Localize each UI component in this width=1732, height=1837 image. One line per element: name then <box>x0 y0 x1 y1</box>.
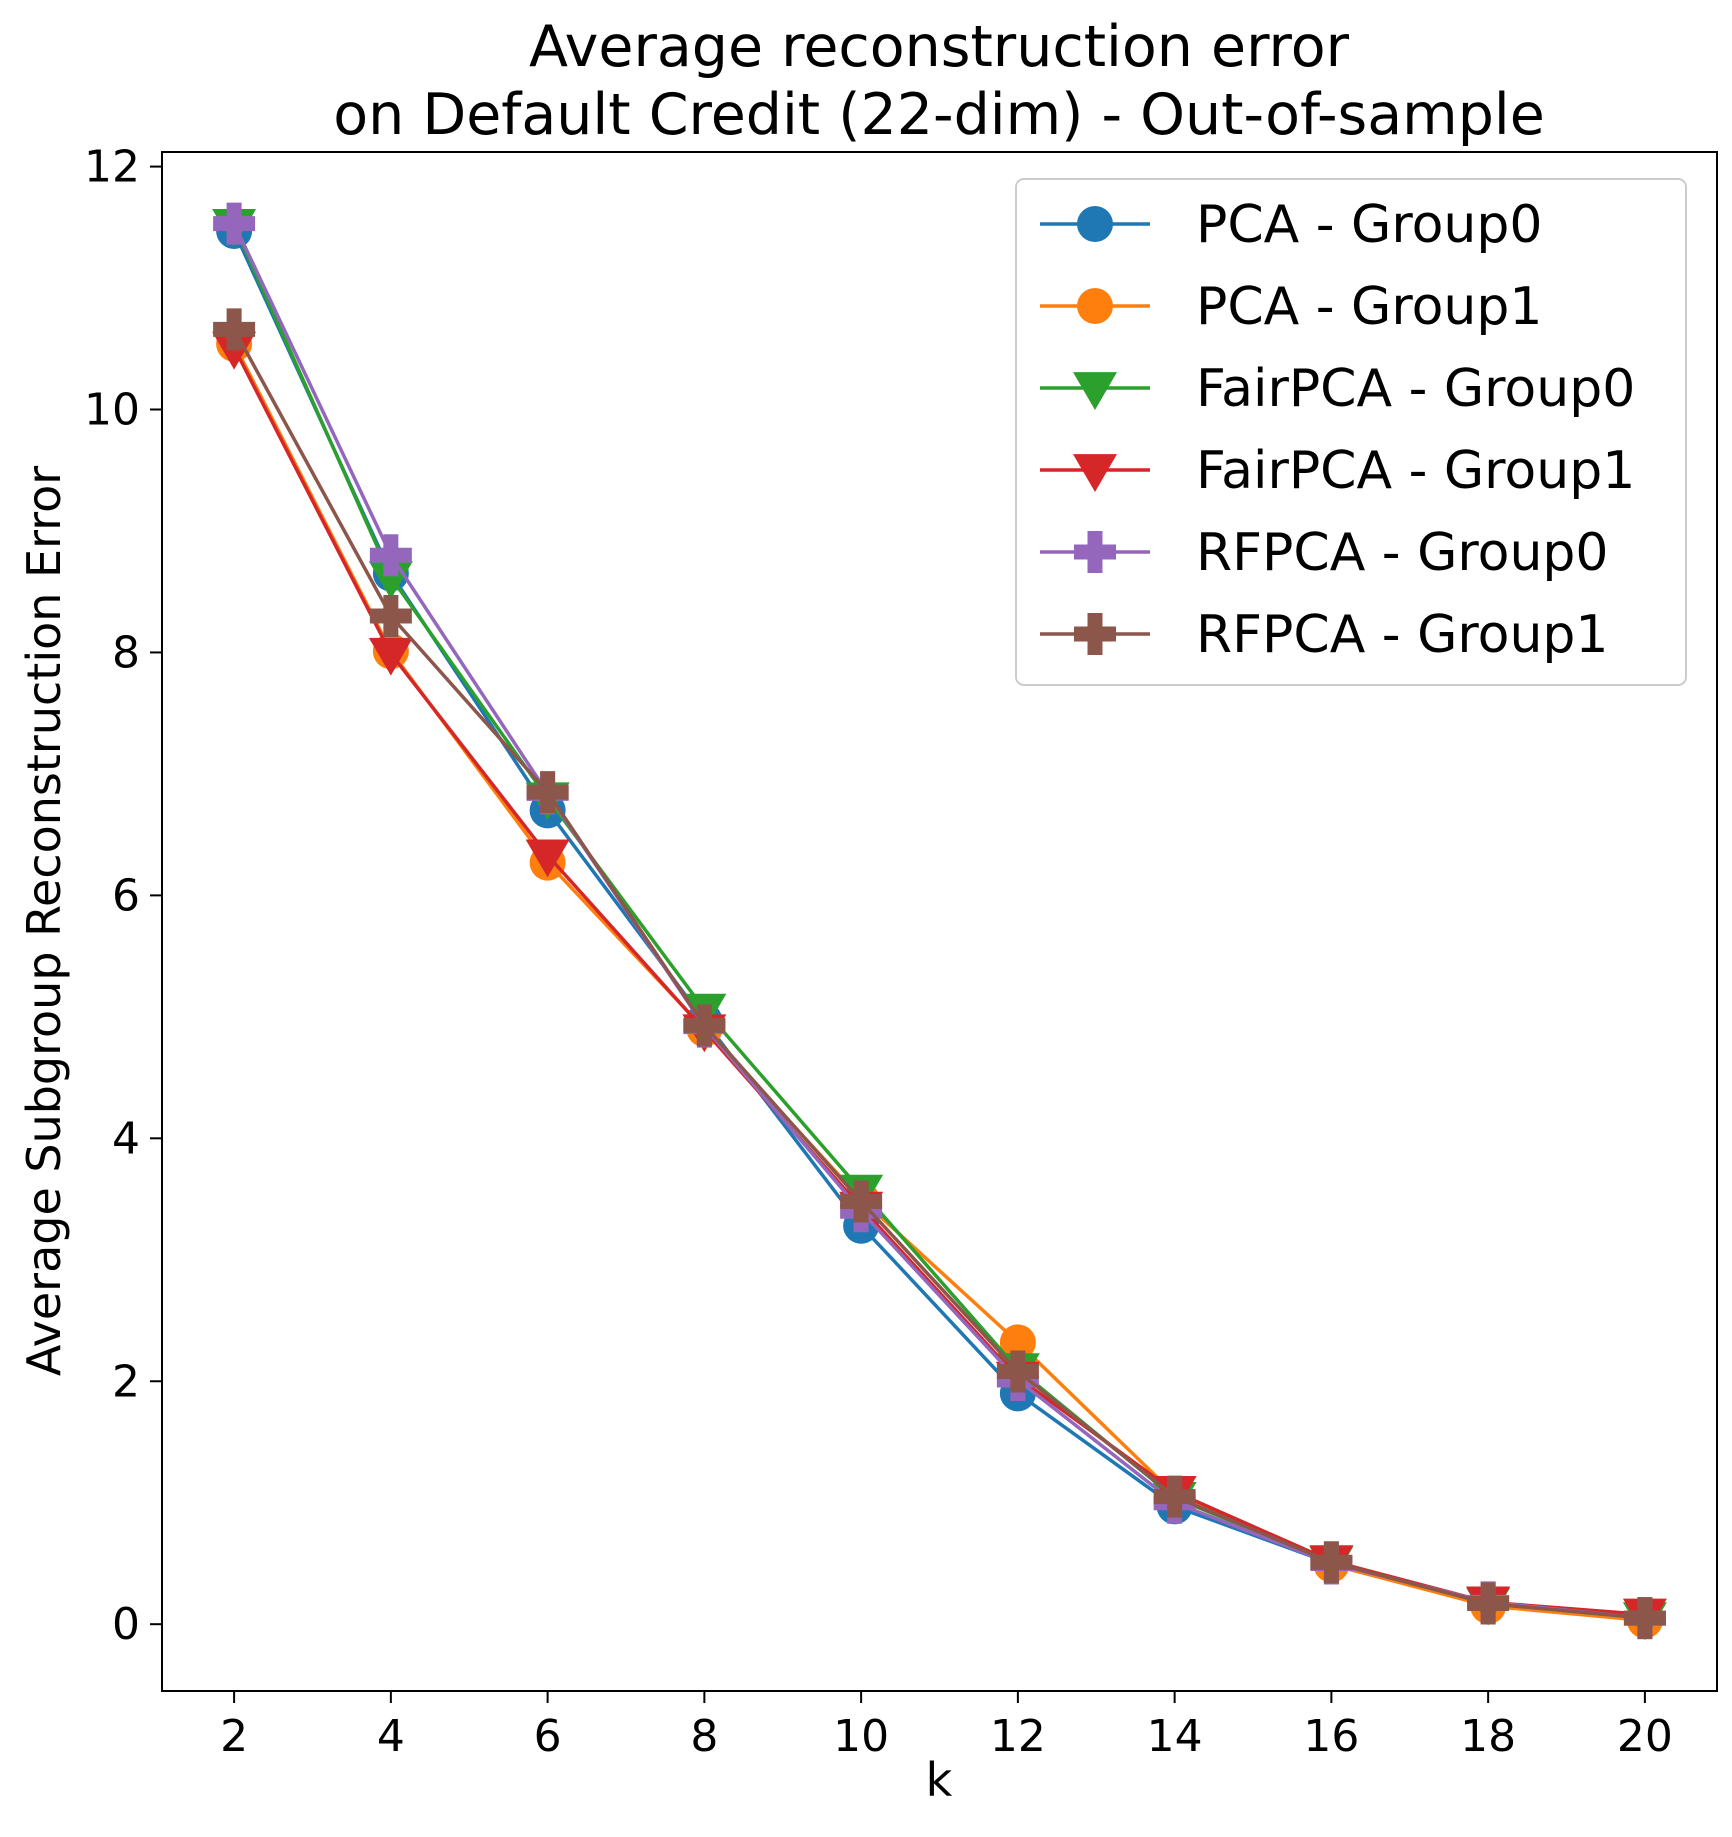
legend-marker <box>1074 531 1116 573</box>
legend-label: RFPCA - Group1 <box>1196 605 1609 665</box>
data-point-marker <box>525 839 570 878</box>
data-point-marker <box>1467 1582 1510 1625</box>
data-point-marker <box>369 595 412 638</box>
series-rfpca-group1 <box>213 308 1666 1640</box>
data-point-marker <box>1623 1597 1666 1640</box>
x-tick-label: 18 <box>1460 1711 1516 1762</box>
y-tick-label: 0 <box>112 1599 140 1650</box>
data-point-marker <box>368 637 413 676</box>
legend-marker <box>1077 288 1113 324</box>
y-axis: 0 2 4 6 8 10 12 <box>84 142 162 1650</box>
legend-entry: FairPCA - Group0 <box>1040 359 1635 419</box>
y-tick-label: 4 <box>112 1113 140 1164</box>
data-point-marker <box>213 308 256 351</box>
y-tick-label: 12 <box>84 142 140 193</box>
legend-entry: PCA - Group0 <box>1040 195 1542 255</box>
plot-area <box>161 151 1718 1692</box>
x-tick-label: 20 <box>1617 1711 1673 1762</box>
data-point-marker <box>996 1350 1039 1393</box>
data-point-marker <box>1153 1475 1196 1518</box>
y-axis-label: Average Subgroup Reconstruction Error <box>17 466 71 1376</box>
y-tick-label: 6 <box>112 870 140 921</box>
x-tick-label: 8 <box>690 1711 718 1762</box>
legend-label: FairPCA - Group1 <box>1196 441 1635 501</box>
legend-label: PCA - Group1 <box>1196 277 1542 337</box>
series-layer <box>212 202 1667 1641</box>
legend-entry: PCA - Group1 <box>1040 277 1542 337</box>
x-tick-label: 6 <box>534 1711 562 1762</box>
data-point-marker <box>369 534 412 577</box>
legend-label: PCA - Group0 <box>1196 195 1542 255</box>
y-tick-label: 2 <box>112 1356 140 1407</box>
y-tick-label: 10 <box>84 385 140 436</box>
data-point-marker <box>683 1004 726 1047</box>
legend-marker <box>1074 613 1116 655</box>
x-axis-label: k <box>926 1753 953 1807</box>
data-point-marker <box>999 1324 1036 1361</box>
chart-title-line-1: Average reconstruction error <box>529 14 1350 80</box>
data-point-marker <box>213 202 256 245</box>
x-tick-label: 10 <box>833 1711 889 1762</box>
legend-marker <box>1073 454 1117 492</box>
legend-label: FairPCA - Group0 <box>1196 359 1635 419</box>
legend-label: RFPCA - Group0 <box>1196 523 1609 583</box>
legend: PCA - Group0 PCA - Group1 FairPCA - Group0… <box>1015 178 1687 686</box>
legend-marker <box>1077 206 1113 242</box>
chart-title-line-2: on Default Credit (22-dim) - Out-of-samp… <box>333 82 1545 148</box>
data-point-marker <box>1310 1541 1353 1584</box>
x-tick-label: 4 <box>377 1711 405 1762</box>
x-tick-label: 12 <box>990 1711 1046 1762</box>
legend-entry: FairPCA - Group1 <box>1040 441 1635 501</box>
x-tick-label: 2 <box>220 1711 248 1762</box>
series-line <box>232 328 1646 1620</box>
legend-marker <box>1073 372 1117 410</box>
data-point-marker <box>526 771 569 814</box>
data-point-marker <box>212 331 257 370</box>
y-tick-label: 8 <box>112 627 140 678</box>
x-tick-label: 16 <box>1303 1711 1359 1762</box>
legend-entry: RFPCA - Group1 <box>1040 605 1609 665</box>
x-tick-label: 14 <box>1147 1711 1203 1762</box>
legend-box <box>1015 178 1687 686</box>
x-axis: 2 4 6 8 10 12 14 16 18 20 <box>220 1691 1673 1762</box>
data-point-marker <box>840 1180 883 1223</box>
legend-entry: RFPCA - Group0 <box>1040 523 1609 583</box>
